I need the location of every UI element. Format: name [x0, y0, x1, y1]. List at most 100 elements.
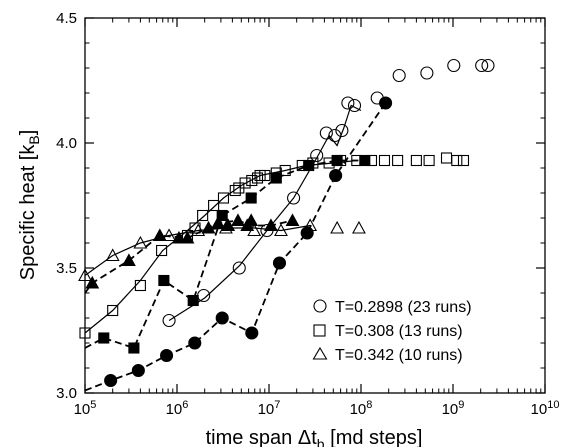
- series-0-point: [287, 191, 301, 205]
- series-5-point: [201, 220, 216, 234]
- series-0-point: [392, 68, 406, 83]
- x-axis-title: time span Δtb [md steps]: [206, 427, 423, 447]
- series-5-point: [85, 275, 100, 289]
- series-5-triangle-filled: [84, 213, 300, 294]
- series-0-point: [341, 96, 355, 110]
- x-tick-label: 109: [442, 399, 465, 418]
- series-3-point: [303, 159, 315, 172]
- y-tick-label: 4.5: [56, 10, 77, 27]
- series-5-line: [84, 219, 293, 294]
- x-tick-label: 108: [350, 399, 373, 418]
- series-5-point: [285, 213, 300, 227]
- series-4-point: [191, 223, 206, 237]
- series-0-point: [232, 261, 246, 275]
- series-2-point: [217, 192, 230, 204]
- series-2-point: [259, 169, 271, 182]
- series-5-point: [180, 230, 195, 244]
- series-2-point: [229, 184, 241, 197]
- series-3-point: [270, 172, 282, 184]
- series-5-point: [152, 228, 167, 242]
- series-0-point: [162, 313, 176, 328]
- series-2-point: [156, 244, 168, 257]
- series-3-point: [216, 209, 228, 222]
- series-4-point: [162, 228, 176, 242]
- series-4-point: [274, 223, 288, 237]
- series-2-point: [457, 154, 470, 167]
- series-2-point: [239, 177, 251, 189]
- y-tick-label: 3.0: [56, 385, 77, 402]
- series-4-point: [105, 248, 120, 262]
- legend-marker-circle: [313, 299, 327, 313]
- series-0-point: [447, 58, 461, 73]
- series-2-point: [392, 154, 404, 167]
- series-1-point: [300, 226, 314, 240]
- series-4-triangle-open: [78, 218, 366, 282]
- series-2-point: [197, 209, 209, 222]
- x-tick-label: 106: [166, 399, 189, 418]
- legend-marker-square: [313, 324, 326, 337]
- legend-label-t0-342: T=0.342 (10 runs): [335, 347, 463, 364]
- series-5-point: [172, 230, 186, 244]
- y-axis-title: Specific heat [kB]: [17, 130, 42, 281]
- series-4-point: [303, 218, 318, 232]
- plot-frame: [84, 17, 546, 394]
- series-2-point: [107, 304, 119, 317]
- ticks-layer: 105 106 107 108 109 1010 3.0 3.5 4.0 4.5: [56, 10, 559, 418]
- legend-marker-triangle: [312, 346, 328, 360]
- series-3-point: [158, 274, 170, 287]
- series-5-point: [121, 253, 136, 267]
- series-2-point: [410, 154, 422, 167]
- series-3-point: [359, 154, 371, 167]
- series-3-point: [245, 192, 257, 204]
- series-1-point: [329, 168, 343, 183]
- legend-label-t0-2898: T=0.2898 (23 runs): [335, 299, 472, 316]
- series-0-point: [335, 123, 349, 138]
- series-2-point: [134, 279, 146, 292]
- y-tick-label: 4.0: [56, 135, 77, 152]
- series-3-point: [187, 294, 199, 307]
- series-0-point: [420, 66, 434, 80]
- series-1-point: [131, 363, 145, 378]
- series-2-point: [279, 164, 291, 177]
- series-2-point: [440, 152, 453, 164]
- series-3-point: [128, 342, 140, 354]
- series-0-point: [328, 128, 342, 143]
- series-0-point: [319, 126, 333, 140]
- y-tick-label: 3.5: [56, 260, 77, 277]
- series-1-point: [160, 348, 174, 363]
- x-tick-label: 107: [258, 399, 281, 418]
- series-0-point: [310, 148, 324, 163]
- series-4-point: [352, 220, 366, 234]
- series-1-point: [245, 326, 259, 340]
- series-2-point: [423, 154, 435, 167]
- legend-label-t0-308: T=0.308 (13 runs): [335, 323, 463, 340]
- series-3-square-filled: [84, 154, 371, 354]
- series-0-point: [481, 58, 495, 73]
- series-4-point: [133, 235, 148, 249]
- series-2-point: [251, 172, 264, 184]
- series-2-point: [208, 199, 220, 212]
- series-5-point: [211, 215, 226, 229]
- series-2-point: [451, 154, 463, 167]
- series-0-point: [347, 98, 362, 113]
- series-0-circle-open: [162, 58, 495, 328]
- series-3-point: [98, 332, 110, 344]
- series-1-point: [272, 256, 287, 270]
- series-1-point: [104, 373, 118, 388]
- series-5-point: [221, 218, 236, 232]
- series-1-point: [379, 96, 393, 110]
- series-0-point: [475, 58, 489, 73]
- legend: T=0.2898 (23 runs) T=0.308 (13 runs) T=0…: [312, 299, 472, 364]
- x-tick-label: 105: [74, 399, 97, 418]
- series-4-point: [330, 220, 345, 234]
- series-1-point: [215, 311, 229, 325]
- series-5-point: [264, 218, 278, 232]
- series-2-line: [84, 159, 357, 334]
- series-5-point: [244, 213, 259, 227]
- series-layer: [78, 58, 495, 392]
- series-3-point: [331, 154, 343, 167]
- series-2-point: [378, 154, 391, 167]
- series-5-point: [231, 213, 245, 227]
- series-1-circle-filled: [84, 96, 393, 392]
